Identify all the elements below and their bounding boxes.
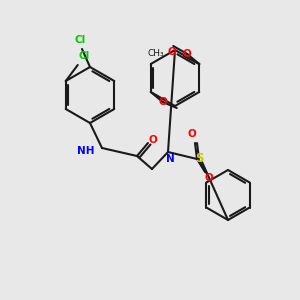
Text: Cl: Cl	[74, 35, 86, 45]
Text: S: S	[195, 152, 203, 166]
Text: O: O	[205, 173, 213, 183]
Text: CH₃: CH₃	[148, 49, 164, 58]
Text: O: O	[148, 135, 158, 145]
Text: Cl: Cl	[78, 51, 89, 61]
Text: N: N	[166, 154, 174, 164]
Text: O: O	[188, 129, 196, 139]
Text: O: O	[158, 97, 167, 107]
Text: NH: NH	[76, 146, 94, 156]
Text: O: O	[167, 47, 176, 57]
Text: O: O	[183, 49, 192, 59]
